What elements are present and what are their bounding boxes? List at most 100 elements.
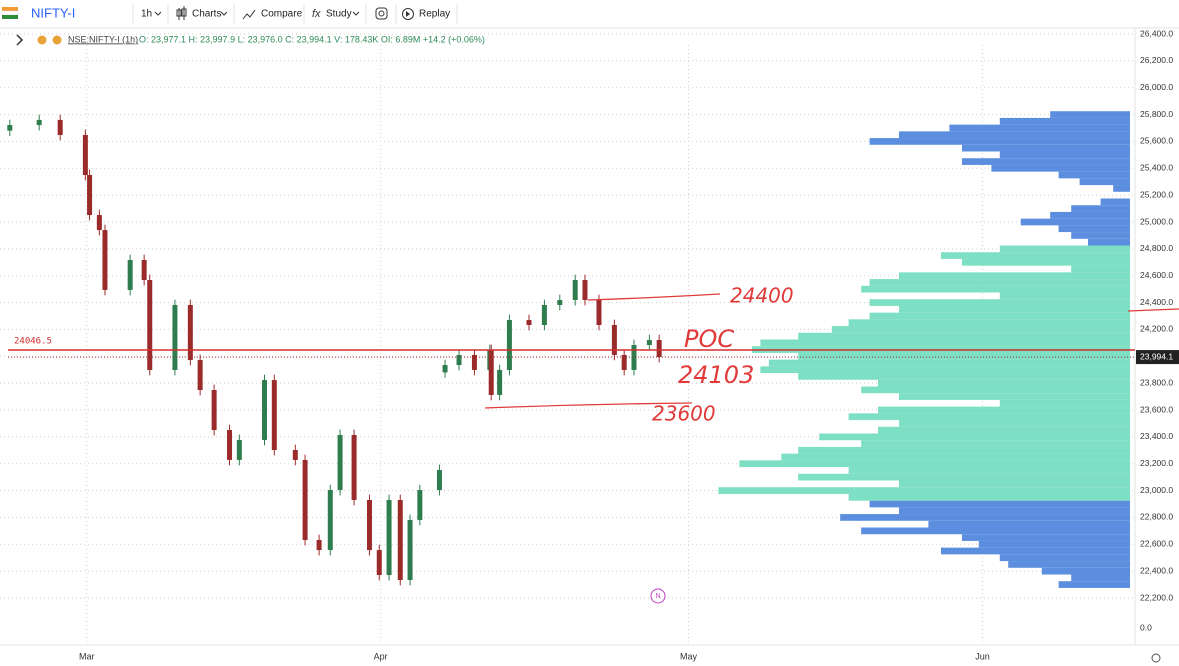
y-tick-label: 26,400.0	[1140, 28, 1173, 38]
camera-icon	[378, 10, 385, 17]
profile-bar	[840, 514, 1130, 521]
collapse-arrow[interactable]	[16, 34, 24, 46]
candle-body	[621, 354, 627, 370]
candle-body	[572, 280, 578, 301]
profile-bar	[1058, 171, 1130, 179]
study-button[interactable]: Study	[326, 9, 352, 20]
profile-bar	[899, 305, 1130, 313]
profile-bar	[962, 534, 1130, 541]
profile-bar	[1058, 581, 1130, 588]
candle-body	[646, 340, 652, 346]
candle-body	[197, 360, 203, 390]
profile-bar	[991, 164, 1130, 172]
caret	[352, 11, 360, 16]
candle-body	[302, 459, 308, 540]
charts-button[interactable]: Charts	[192, 9, 221, 20]
profile-bar	[1100, 198, 1130, 206]
candle-body	[442, 365, 448, 373]
candle-body	[366, 499, 372, 551]
profile-bar	[941, 252, 1130, 259]
candle-body	[397, 499, 403, 581]
profile-bar	[962, 258, 1130, 266]
x-tick-label: May	[680, 651, 698, 661]
profile-bar	[949, 124, 1130, 132]
candle-body	[557, 300, 563, 305]
event-marker[interactable]	[650, 588, 666, 604]
profile-bar	[869, 500, 1130, 508]
candle-body	[471, 354, 477, 370]
y-tick-label: 26,200.0	[1140, 55, 1173, 65]
profile-bar	[1079, 178, 1130, 186]
toolbar-bg	[0, 0, 1179, 28]
profile-bar	[962, 144, 1130, 152]
replay-button[interactable]: Replay	[419, 9, 450, 20]
profile-bar	[999, 292, 1130, 300]
profile-bar	[739, 460, 1130, 468]
y-tick-label: 25,800.0	[1140, 109, 1173, 119]
study-icon: fx	[312, 8, 321, 20]
profile-bar	[899, 272, 1130, 280]
interval[interactable]: 1h	[141, 9, 152, 20]
annotation-line	[1127, 308, 1179, 312]
candle-body	[596, 300, 602, 325]
annotation-line	[587, 293, 721, 301]
symbol-label: NSE:NIFTY-I (1h)	[68, 34, 138, 44]
profile-bar	[861, 440, 1130, 447]
profile-bar	[878, 426, 1130, 434]
profile-bar	[1020, 218, 1130, 226]
caret	[154, 11, 162, 16]
last-price-tag	[1136, 350, 1179, 365]
y-tick-label: 23,600.0	[1140, 404, 1173, 414]
y-tick-label: 23,400.0	[1140, 431, 1173, 441]
flag	[2, 7, 18, 11]
y-tick-label: 23,200.0	[1140, 458, 1173, 468]
profile-bar	[978, 540, 1130, 548]
profile-bar	[798, 373, 1130, 380]
profile-bar	[962, 158, 1130, 165]
profile-bar	[1008, 561, 1130, 568]
profile-bar	[869, 312, 1130, 320]
candle-body	[631, 345, 637, 370]
profile-bar	[1071, 265, 1130, 273]
candle-body	[541, 304, 547, 325]
y-tick-label: 23,800.0	[1140, 377, 1173, 387]
compare-button[interactable]: Compare	[261, 9, 303, 20]
camera-icon[interactable]	[375, 7, 388, 20]
profile-bar	[760, 339, 1130, 347]
x-tick-label: Apr	[374, 651, 388, 661]
candle-body	[436, 470, 442, 491]
toolbar: NIFTY-I 1h Charts Compare fx Study Repla…	[0, 0, 1179, 29]
settings-icon[interactable]	[1151, 653, 1161, 663]
profile-bar	[899, 393, 1130, 400]
candle-body	[227, 430, 233, 460]
annotation: 24103	[678, 361, 754, 389]
profile-bar	[798, 352, 1130, 360]
flag	[2, 15, 18, 19]
profile-bar	[1113, 185, 1130, 192]
symbol[interactable]: NIFTY-I	[31, 5, 75, 20]
profile-bar	[848, 493, 1130, 501]
profile-bar	[941, 547, 1130, 555]
y-tick-label: 24,200.0	[1140, 324, 1173, 334]
profile-bar	[861, 527, 1130, 535]
profile-bar	[928, 520, 1130, 528]
y-tick-label: 23,000.0	[1140, 485, 1173, 495]
candle-body	[96, 215, 102, 231]
profile-bar	[869, 138, 1130, 145]
profile-bar	[848, 319, 1130, 327]
candle-body	[526, 320, 532, 325]
profile-bar	[819, 433, 1130, 441]
profile-bar	[999, 117, 1130, 125]
profile-bar	[999, 399, 1130, 407]
y-tick-label: 22,800.0	[1140, 512, 1173, 522]
profile-bar	[768, 359, 1130, 367]
candle-body	[316, 539, 322, 551]
candle-body	[147, 280, 153, 370]
profile-bar	[869, 299, 1130, 306]
candle-body	[292, 450, 298, 460]
y-tick-label: 22,600.0	[1140, 539, 1173, 549]
y-tick-label: 24,800.0	[1140, 243, 1173, 253]
profile-bar	[861, 285, 1130, 293]
profile-bar	[1050, 111, 1130, 118]
y-tick-label: 24,400.0	[1140, 297, 1173, 307]
